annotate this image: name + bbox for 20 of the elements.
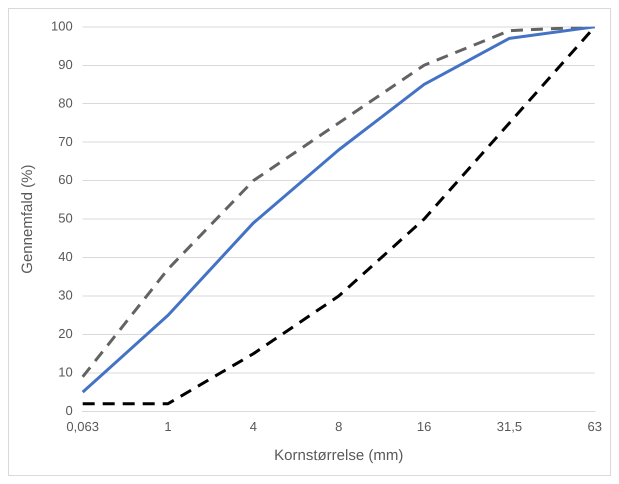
y-tick-label: 10: [58, 364, 73, 380]
y-axis-title: Gennemfald (%): [19, 164, 36, 274]
y-tick-label: 100: [50, 18, 73, 34]
y-tick-label: 50: [58, 210, 73, 226]
y-tick-label: 70: [58, 134, 73, 149]
y-tick-label: 20: [58, 326, 73, 342]
x-tick-label: 0,063: [66, 418, 99, 434]
y-tick-label: 0: [65, 402, 73, 418]
y-tick-label: 40: [58, 249, 73, 264]
x-tick-label: 1: [164, 418, 172, 434]
x-tick-label: 16: [416, 418, 432, 434]
x-tick-label: 63: [588, 418, 602, 434]
x-tick-label: 8: [335, 418, 342, 434]
y-tick-label: 60: [58, 172, 73, 188]
x-axis-title: Kornstørrelse (mm): [274, 447, 404, 464]
y-tick-label: 30: [58, 288, 73, 303]
x-tick-label: 4: [250, 418, 257, 434]
y-tick-label: 90: [58, 56, 73, 72]
x-tick-label: 31,5: [496, 418, 522, 434]
y-tick-label: 80: [58, 95, 73, 110]
